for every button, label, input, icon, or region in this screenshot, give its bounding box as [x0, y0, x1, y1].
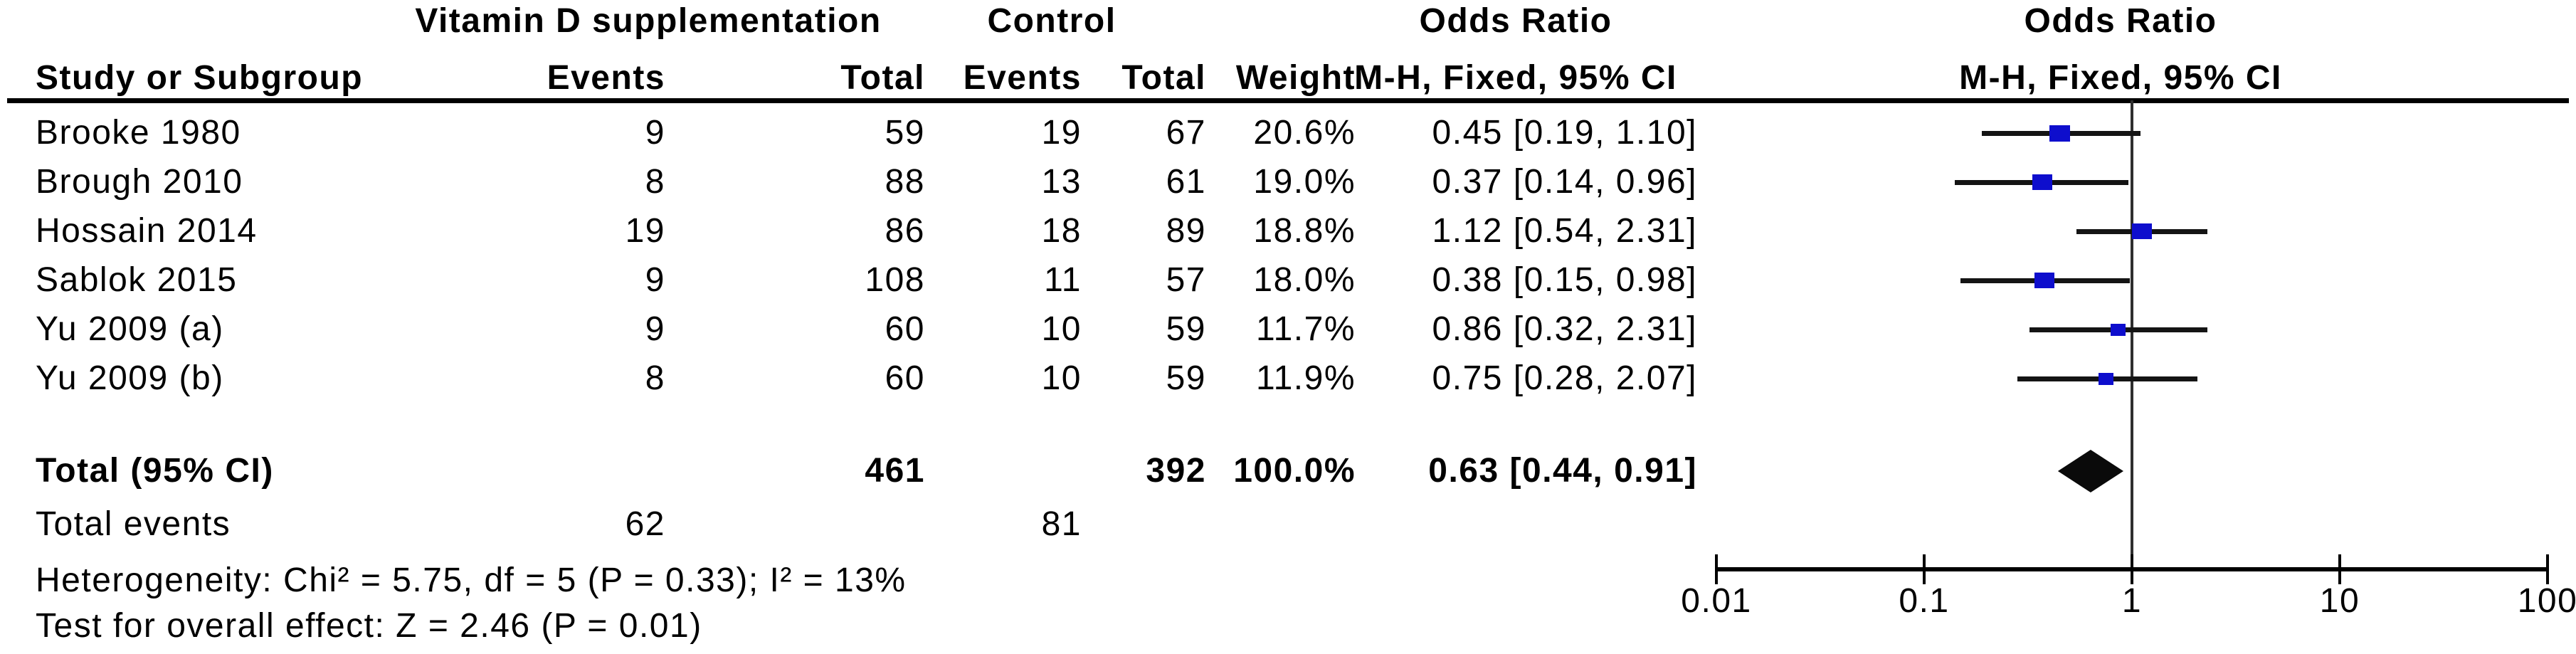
or-ci-cell: 0.75 [0.28, 2.07] — [1432, 359, 1697, 397]
effect-square — [2099, 372, 2114, 385]
events-treat-cell: 9 — [645, 114, 665, 152]
total-ctrl-cell: 89 — [1166, 212, 1206, 250]
events-treat-cell: 8 — [645, 359, 665, 397]
total-treat-cell: 59 — [885, 114, 925, 152]
or-column-title: Odds Ratio — [1419, 2, 1612, 40]
study-label: Yu 2009 (a) — [36, 310, 224, 348]
effect-square — [2132, 223, 2153, 239]
total-ctrl-cell: 61 — [1166, 163, 1206, 201]
axis-tick — [2131, 554, 2133, 584]
plot-column-title: Odds Ratio — [2024, 2, 2217, 40]
weight-cell: 18.0% — [1253, 261, 1356, 299]
total-treat-sum-cell: 461 — [865, 452, 925, 490]
total-treat-cell: 86 — [885, 212, 925, 250]
events-treat-cell: 19 — [625, 212, 665, 250]
total-events-ctrl-cell: 81 — [1041, 505, 1082, 543]
total-treat-cell: 60 — [885, 310, 925, 348]
axis-tick-label: 10 — [2319, 582, 2360, 620]
axis-tick-label: 0.01 — [1681, 582, 1752, 620]
total-treat-cell: 60 — [885, 359, 925, 397]
events-treat-column-header: Events — [547, 59, 665, 97]
summary-diamond — [2057, 450, 2124, 492]
heterogeneity-text: Heterogeneity: Chi² = 5.75, df = 5 (P = … — [36, 561, 907, 599]
or-column-subheader: M-H, Fixed, 95% CI — [1354, 59, 1677, 97]
total-events-label: Total events — [36, 505, 231, 543]
or-ci-cell: 0.38 [0.15, 0.98] — [1432, 261, 1697, 299]
axis-tick-label: 100 — [2517, 582, 2576, 620]
events-ctrl-cell: 13 — [1041, 163, 1082, 201]
total-or-ci-cell: 0.63 [0.44, 0.91] — [1428, 452, 1697, 490]
total-treat-cell: 108 — [865, 261, 925, 299]
total-events-treat-cell: 62 — [625, 505, 665, 543]
axis-tick — [1715, 554, 1718, 584]
total-ctrl-cell: 59 — [1166, 359, 1206, 397]
weight-cell: 20.6% — [1253, 114, 1356, 152]
effect-square — [2111, 323, 2126, 336]
total-ctrl-cell: 59 — [1166, 310, 1206, 348]
study-label: Brooke 1980 — [36, 114, 241, 152]
total-ctrl-cell: 67 — [1166, 114, 1206, 152]
total-ctrl-column-header: Total — [1121, 59, 1206, 97]
weight-cell: 19.0% — [1253, 163, 1356, 201]
total-ctrl-sum-cell: 392 — [1146, 452, 1206, 490]
events-ctrl-cell: 19 — [1041, 114, 1082, 152]
events-ctrl-cell: 18 — [1041, 212, 1082, 250]
axis-tick-label: 0.1 — [1899, 582, 1950, 620]
or-ci-cell: 0.86 [0.32, 2.31] — [1432, 310, 1697, 348]
total-weight-cell: 100.0% — [1233, 452, 1356, 490]
effect-square — [2049, 125, 2071, 142]
effect-square — [2032, 174, 2052, 190]
weight-cell: 11.7% — [1255, 310, 1356, 348]
axis-tick — [1923, 554, 1926, 584]
total-ctrl-cell: 57 — [1166, 261, 1206, 299]
total-row-label: Total (95% CI) — [36, 452, 274, 490]
control-group-header: Control — [987, 2, 1117, 40]
weight-cell: 11.9% — [1255, 359, 1356, 397]
events-treat-cell: 9 — [645, 310, 665, 348]
events-ctrl-cell: 11 — [1044, 261, 1082, 299]
axis-tick — [2338, 554, 2341, 584]
plot-column-subheader: M-H, Fixed, 95% CI — [1959, 59, 2282, 97]
study-label: Sablok 2015 — [36, 261, 238, 299]
study-label: Hossain 2014 — [36, 212, 258, 250]
weight-cell: 18.8% — [1253, 212, 1356, 250]
or-ci-cell: 0.45 [0.19, 1.10] — [1432, 114, 1697, 152]
events-ctrl-column-header: Events — [963, 59, 1082, 97]
or-ci-cell: 1.12 [0.54, 2.31] — [1432, 212, 1697, 250]
treatment-group-header: Vitamin D supplementation — [415, 2, 882, 40]
study-column-header: Study or Subgroup — [36, 59, 364, 97]
events-ctrl-cell: 10 — [1041, 310, 1082, 348]
events-treat-cell: 9 — [645, 261, 665, 299]
events-treat-cell: 8 — [645, 163, 665, 201]
effect-square — [2034, 273, 2055, 288]
events-ctrl-cell: 10 — [1041, 359, 1082, 397]
no-effect-line — [2131, 100, 2133, 571]
total-treat-cell: 88 — [885, 163, 925, 201]
or-ci-cell: 0.37 [0.14, 0.96] — [1432, 163, 1697, 201]
study-label: Brough 2010 — [36, 163, 243, 201]
study-label: Yu 2009 (b) — [36, 359, 224, 397]
axis-tick-label: 1 — [2121, 582, 2143, 620]
weight-column-header: Weight — [1235, 59, 1356, 97]
overall-effect-text: Test for overall effect: Z = 2.46 (P = 0… — [36, 607, 702, 645]
header-divider-line — [7, 98, 2569, 103]
total-treat-column-header: Total — [840, 59, 925, 97]
axis-tick — [2546, 554, 2549, 584]
